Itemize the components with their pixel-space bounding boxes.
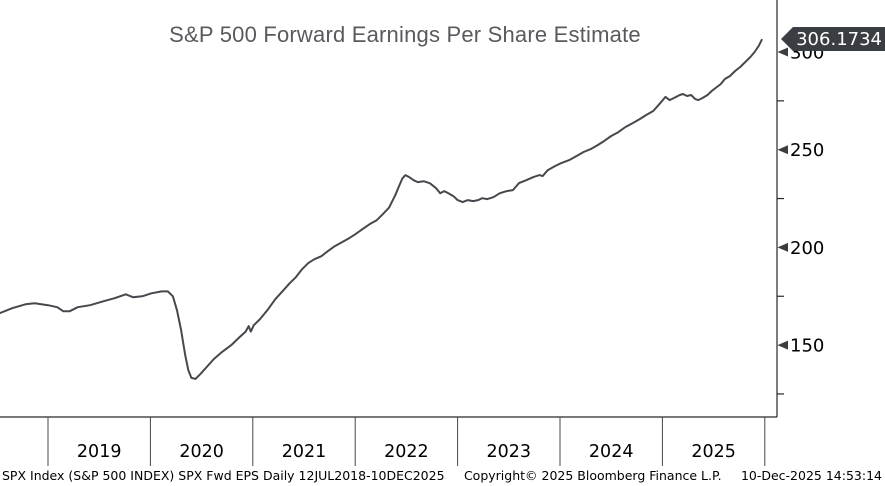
y-major-tick-arrow bbox=[777, 47, 788, 57]
eps-line[interactable] bbox=[0, 38, 763, 380]
y-tick-label: 200 bbox=[790, 238, 824, 259]
status-bar: SPX Index (S&P 500 INDEX) SPX Fwd EPS Da… bbox=[0, 466, 885, 486]
year-label: 2022 bbox=[384, 442, 429, 462]
last-value-badge: 306.1734 bbox=[781, 27, 885, 51]
chart-title: S&P 500 Forward Earnings Per Share Estim… bbox=[169, 22, 641, 47]
year-label: 2025 bbox=[691, 442, 736, 462]
status-timestamp: 10-Dec-2025 14:53:14 bbox=[740, 468, 882, 483]
y-tick-label: 150 bbox=[790, 336, 824, 357]
year-label: 2019 bbox=[77, 442, 122, 462]
y-major-tick-arrow bbox=[777, 145, 788, 155]
y-tick-label: 250 bbox=[790, 140, 824, 161]
y-major-tick-arrow bbox=[777, 340, 788, 350]
year-label: 2020 bbox=[179, 442, 224, 462]
year-label: 2021 bbox=[282, 442, 327, 462]
year-label: 2024 bbox=[589, 442, 634, 462]
status-copyright: Copyright© 2025 Bloomberg Finance L.P. bbox=[463, 468, 722, 483]
y-major-tick-arrow bbox=[777, 242, 788, 252]
year-label: 2023 bbox=[487, 442, 532, 462]
status-security-info: SPX Index (S&P 500 INDEX) SPX Fwd EPS Da… bbox=[2, 468, 445, 483]
